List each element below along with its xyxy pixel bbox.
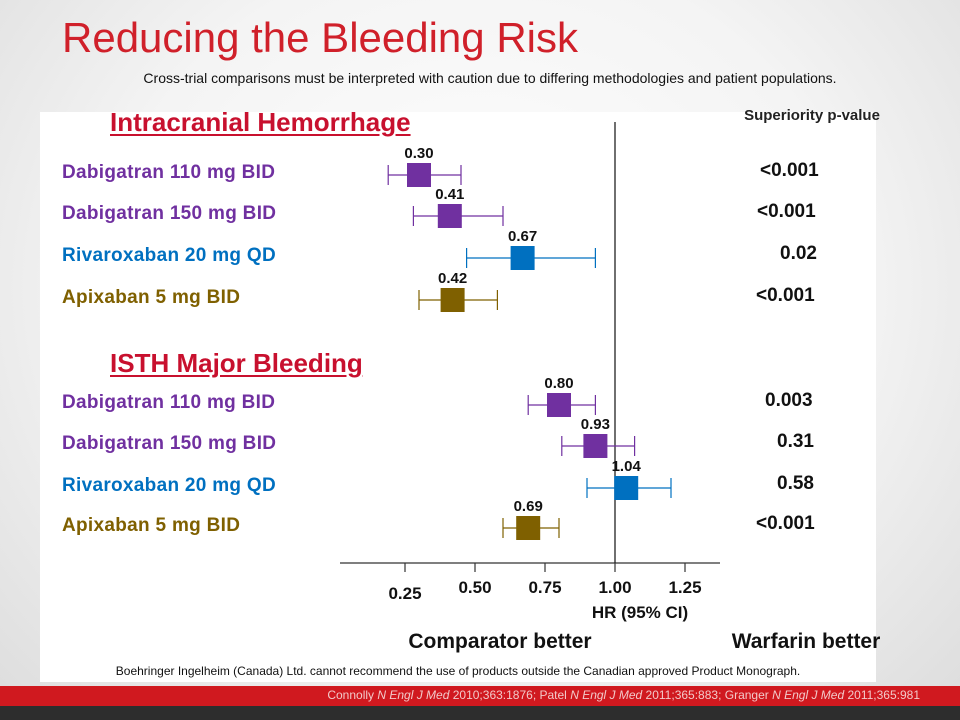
slide-subtitle: Cross-trial comparisons must be interpre… [143,70,837,86]
hr-value-label: 0.80 [544,375,573,392]
hr-marker [440,288,465,312]
x-tick-label: 0.25 [388,584,421,603]
caption-comparator-better: Comparator better [408,630,591,653]
hr-marker [614,476,639,500]
footer-bar [0,686,960,706]
row-label: Dabigatran 150 mg BID [62,433,277,454]
p-value: 0.003 [765,390,813,411]
row-label: Dabigatran 110 mg BID [62,162,276,183]
hr-value-label: 0.41 [435,186,464,203]
p-value: <0.001 [760,160,819,181]
references: Connolly N Engl J Med 2010;363:1876; Pat… [100,688,920,702]
ref3-journal: N Engl J Med [772,688,845,702]
hr-marker [407,163,431,187]
row-label: Rivaroxaban 20 mg QD [62,245,277,266]
p-value: <0.001 [756,285,815,306]
ref2-author: Patel [539,688,571,702]
row-label: Dabigatran 150 mg BID [62,203,277,224]
slide-title: Reducing the Bleeding Risk [62,14,578,61]
hr-marker [516,516,541,540]
superiority-pvalue-header: Superiority p-value [744,107,880,124]
ref1-citation: 2010;363:1876; [449,688,540,702]
hr-marker [547,393,571,417]
x-tick-label: 1.00 [598,578,631,597]
hr-value-label: 0.69 [514,498,543,515]
group-title-isth: ISTH Major Bleeding [110,348,363,378]
ref2-citation: 2011;365:883; [642,688,725,702]
bottom-strip [0,706,960,720]
hr-value-label: 0.67 [508,228,537,245]
ref2-journal: N Engl J Med [570,688,643,702]
row-label: Apixaban 5 mg BID [62,287,241,308]
hr-marker [437,204,462,228]
ref1-journal: N Engl J Med [377,688,450,702]
ref3-citation: 2011;365:981 [844,688,920,702]
p-value: 0.31 [777,431,814,452]
p-value: 0.58 [777,473,814,494]
p-value: <0.001 [757,201,816,222]
x-tick-label: 1.25 [668,578,701,597]
group-title-intracranial: Intracranial Hemorrhage [110,107,411,137]
x-tick-label: 0.75 [528,578,561,597]
p-value: 0.02 [780,243,817,264]
hr-value-label: 0.93 [581,416,610,433]
hr-value-label: 0.30 [404,145,433,162]
ref1-author: Connolly [327,688,378,702]
x-tick-label: 0.50 [458,578,491,597]
row-label: Apixaban 5 mg BID [62,515,241,536]
p-value: <0.001 [756,513,815,534]
hr-marker [510,246,535,270]
hr-marker [583,434,608,458]
hr-value-label: 1.04 [612,458,642,475]
hr-value-label: 0.42 [438,270,467,287]
x-axis-label: HR (95% CI) [592,603,688,622]
row-label: Dabigatran 110 mg BID [62,392,276,413]
caption-warfarin-better: Warfarin better [732,630,881,653]
ref3-author: Granger [724,688,773,702]
row-label: Rivaroxaban 20 mg QD [62,475,277,496]
disclaimer-text: Boehringer Ingelheim (Canada) Ltd. canno… [115,664,801,678]
